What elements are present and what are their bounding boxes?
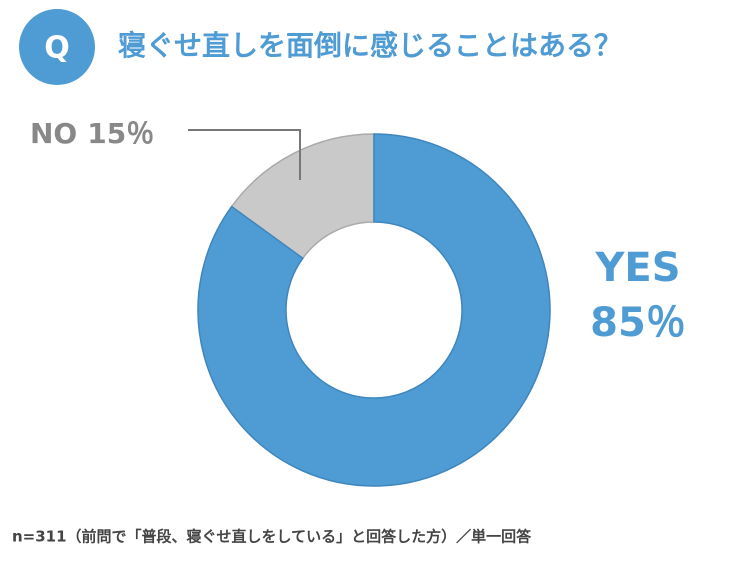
value-label: 85％ <box>590 300 686 346</box>
no-label: NO 15％ <box>30 117 154 150</box>
badge-text: Q <box>44 31 70 66</box>
chart-title: 寝ぐせ直しを面倒に感じることはある？ <box>118 29 622 62</box>
leader-line <box>188 129 301 180</box>
category-label: NO <box>30 117 77 150</box>
category-label: YES <box>594 245 680 291</box>
slice <box>230 133 375 260</box>
badge-circle <box>19 9 95 85</box>
value-label: 15％ <box>87 117 154 150</box>
slice <box>197 133 551 487</box>
footnote: n=311（前問で「普段、寝ぐせ直しをしている」と回答した方）／単一回答 <box>12 528 532 546</box>
